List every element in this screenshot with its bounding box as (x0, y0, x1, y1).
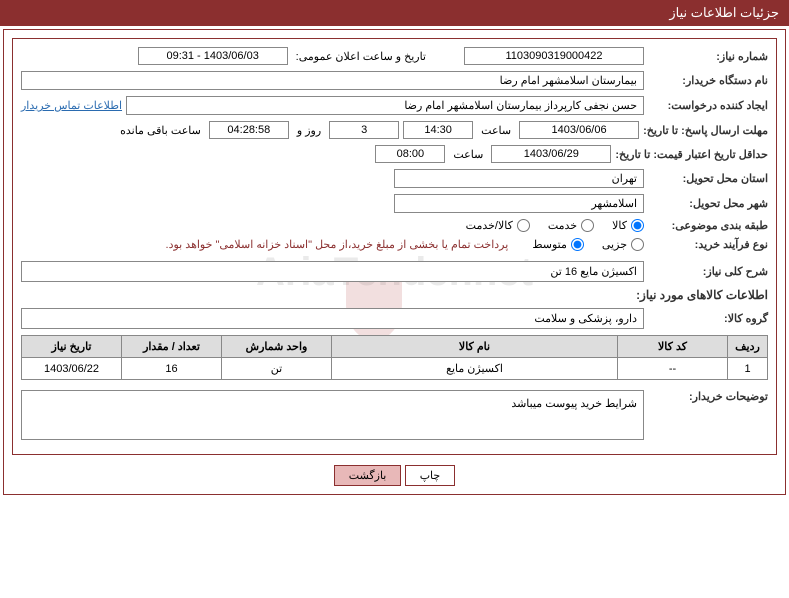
td-qty: 16 (122, 358, 222, 380)
deadline-label: مهلت ارسال پاسخ: تا تاریخ: (643, 124, 768, 137)
radio-goods-service-label: کالا/خدمت (466, 219, 513, 232)
radio-goods-service[interactable] (517, 219, 530, 232)
td-name: اکسیژن مایع (332, 358, 618, 380)
validity-time-value: 08:00 (375, 145, 445, 163)
city-label: شهر محل تحویل: (648, 197, 768, 210)
general-desc-label: شرح کلی نیاز: (648, 265, 768, 278)
province-value: تهران (394, 169, 644, 188)
td-unit: تن (222, 358, 332, 380)
process-radio-group: جزیی متوسط (532, 238, 644, 251)
time-label-2: ساعت (449, 148, 487, 161)
deadline-date-value: 1403/06/06 (519, 121, 639, 139)
row-general-desc: شرح کلی نیاز: اکسیژن مایع 16 تن (21, 261, 768, 282)
buyer-notes-value: شرایط خرید پیوست میباشد (21, 390, 644, 440)
deadline-time-value: 14:30 (403, 121, 473, 139)
row-requester: ایجاد کننده درخواست: حسن نجفی کارپرداز ب… (21, 96, 768, 115)
radio-medium-label: متوسط (532, 238, 567, 251)
th-date: تاریخ نیاز (22, 336, 122, 358)
buyer-org-label: نام دستگاه خریدار: (648, 74, 768, 87)
page-header: جزئیات اطلاعات نیاز (0, 0, 789, 26)
announce-value: 1403/06/03 - 09:31 (138, 47, 288, 65)
td-date: 1403/06/22 (22, 358, 122, 380)
row-province: استان محل تحویل: تهران (21, 169, 768, 188)
time-label-1: ساعت (477, 124, 515, 137)
need-number-label: شماره نیاز: (648, 50, 768, 63)
td-code: -- (618, 358, 728, 380)
row-category: طبقه بندی موضوعی: کالا خدمت کالا/خدمت (21, 219, 768, 232)
table-header-row: ردیف کد کالا نام کالا واحد شمارش تعداد /… (22, 336, 768, 358)
need-number-value: 1103090319000422 (464, 47, 644, 65)
row-city: شهر محل تحویل: اسلامشهر (21, 194, 768, 213)
buyer-notes-label: توضیحات خریدار: (648, 390, 768, 403)
days-and-label: روز و (293, 124, 325, 137)
announce-label: تاریخ و ساعت اعلان عمومی: (292, 50, 430, 63)
row-goods-group: گروه کالا: دارو، پزشکی و سلامت (21, 308, 768, 329)
remaining-label: ساعت باقی مانده (116, 124, 205, 137)
requester-value: حسن نجفی کارپرداز بیمارستان اسلامشهر اما… (126, 96, 644, 115)
goods-table: ردیف کد کالا نام کالا واحد شمارش تعداد /… (21, 335, 768, 380)
outer-frame: AriaTender.net شماره نیاز: 1103090319000… (3, 29, 786, 495)
radio-medium[interactable] (571, 238, 584, 251)
radio-partial-label: جزیی (602, 238, 627, 251)
button-row: چاپ بازگشت (12, 465, 777, 486)
days-remaining-value: 3 (329, 121, 399, 139)
requester-label: ایجاد کننده درخواست: (648, 99, 768, 112)
row-process: نوع فرآیند خرید: جزیی متوسط پرداخت تمام … (21, 238, 768, 251)
general-desc-value: اکسیژن مایع 16 تن (21, 261, 644, 282)
radio-partial[interactable] (631, 238, 644, 251)
contact-link[interactable]: اطلاعات تماس خریدار (21, 99, 122, 112)
th-qty: تعداد / مقدار (122, 336, 222, 358)
row-buyer-notes: توضیحات خریدار: شرایط خرید پیوست میباشد (21, 390, 768, 440)
row-buyer-org: نام دستگاه خریدار: بیمارستان اسلامشهر ام… (21, 71, 768, 90)
th-name: نام کالا (332, 336, 618, 358)
td-row: 1 (728, 358, 768, 380)
th-code: کد کالا (618, 336, 728, 358)
category-label: طبقه بندی موضوعی: (648, 219, 768, 232)
row-validity: حداقل تاریخ اعتبار قیمت: تا تاریخ: 1403/… (21, 145, 768, 163)
table-row: 1 -- اکسیژن مایع تن 16 1403/06/22 (22, 358, 768, 380)
row-need-number: شماره نیاز: 1103090319000422 تاریخ و ساع… (21, 47, 768, 65)
row-deadline: مهلت ارسال پاسخ: تا تاریخ: 1403/06/06 سا… (21, 121, 768, 139)
row-goods-info: اطلاعات کالاهای مورد نیاز: (21, 288, 768, 302)
radio-service-label: خدمت (548, 219, 577, 232)
payment-note: پرداخت تمام یا بخشی از مبلغ خرید،از محل … (166, 238, 509, 251)
radio-goods[interactable] (631, 219, 644, 232)
time-remaining-value: 04:28:58 (209, 121, 289, 139)
validity-date-value: 1403/06/29 (491, 145, 611, 163)
inner-frame: AriaTender.net شماره نیاز: 1103090319000… (12, 38, 777, 455)
back-button[interactable]: بازگشت (334, 465, 402, 486)
th-unit: واحد شمارش (222, 336, 332, 358)
radio-service[interactable] (581, 219, 594, 232)
th-row: ردیف (728, 336, 768, 358)
goods-info-label: اطلاعات کالاهای مورد نیاز: (636, 288, 768, 302)
goods-group-value: دارو، پزشکی و سلامت (21, 308, 644, 329)
process-label: نوع فرآیند خرید: (648, 238, 768, 251)
radio-goods-label: کالا (612, 219, 627, 232)
goods-group-label: گروه کالا: (648, 312, 768, 325)
buyer-org-value: بیمارستان اسلامشهر امام رضا (21, 71, 644, 90)
category-radio-group: کالا خدمت کالا/خدمت (466, 219, 644, 232)
validity-label: حداقل تاریخ اعتبار قیمت: تا تاریخ: (615, 148, 768, 161)
city-value: اسلامشهر (394, 194, 644, 213)
province-label: استان محل تحویل: (648, 172, 768, 185)
print-button[interactable]: چاپ (405, 465, 456, 486)
